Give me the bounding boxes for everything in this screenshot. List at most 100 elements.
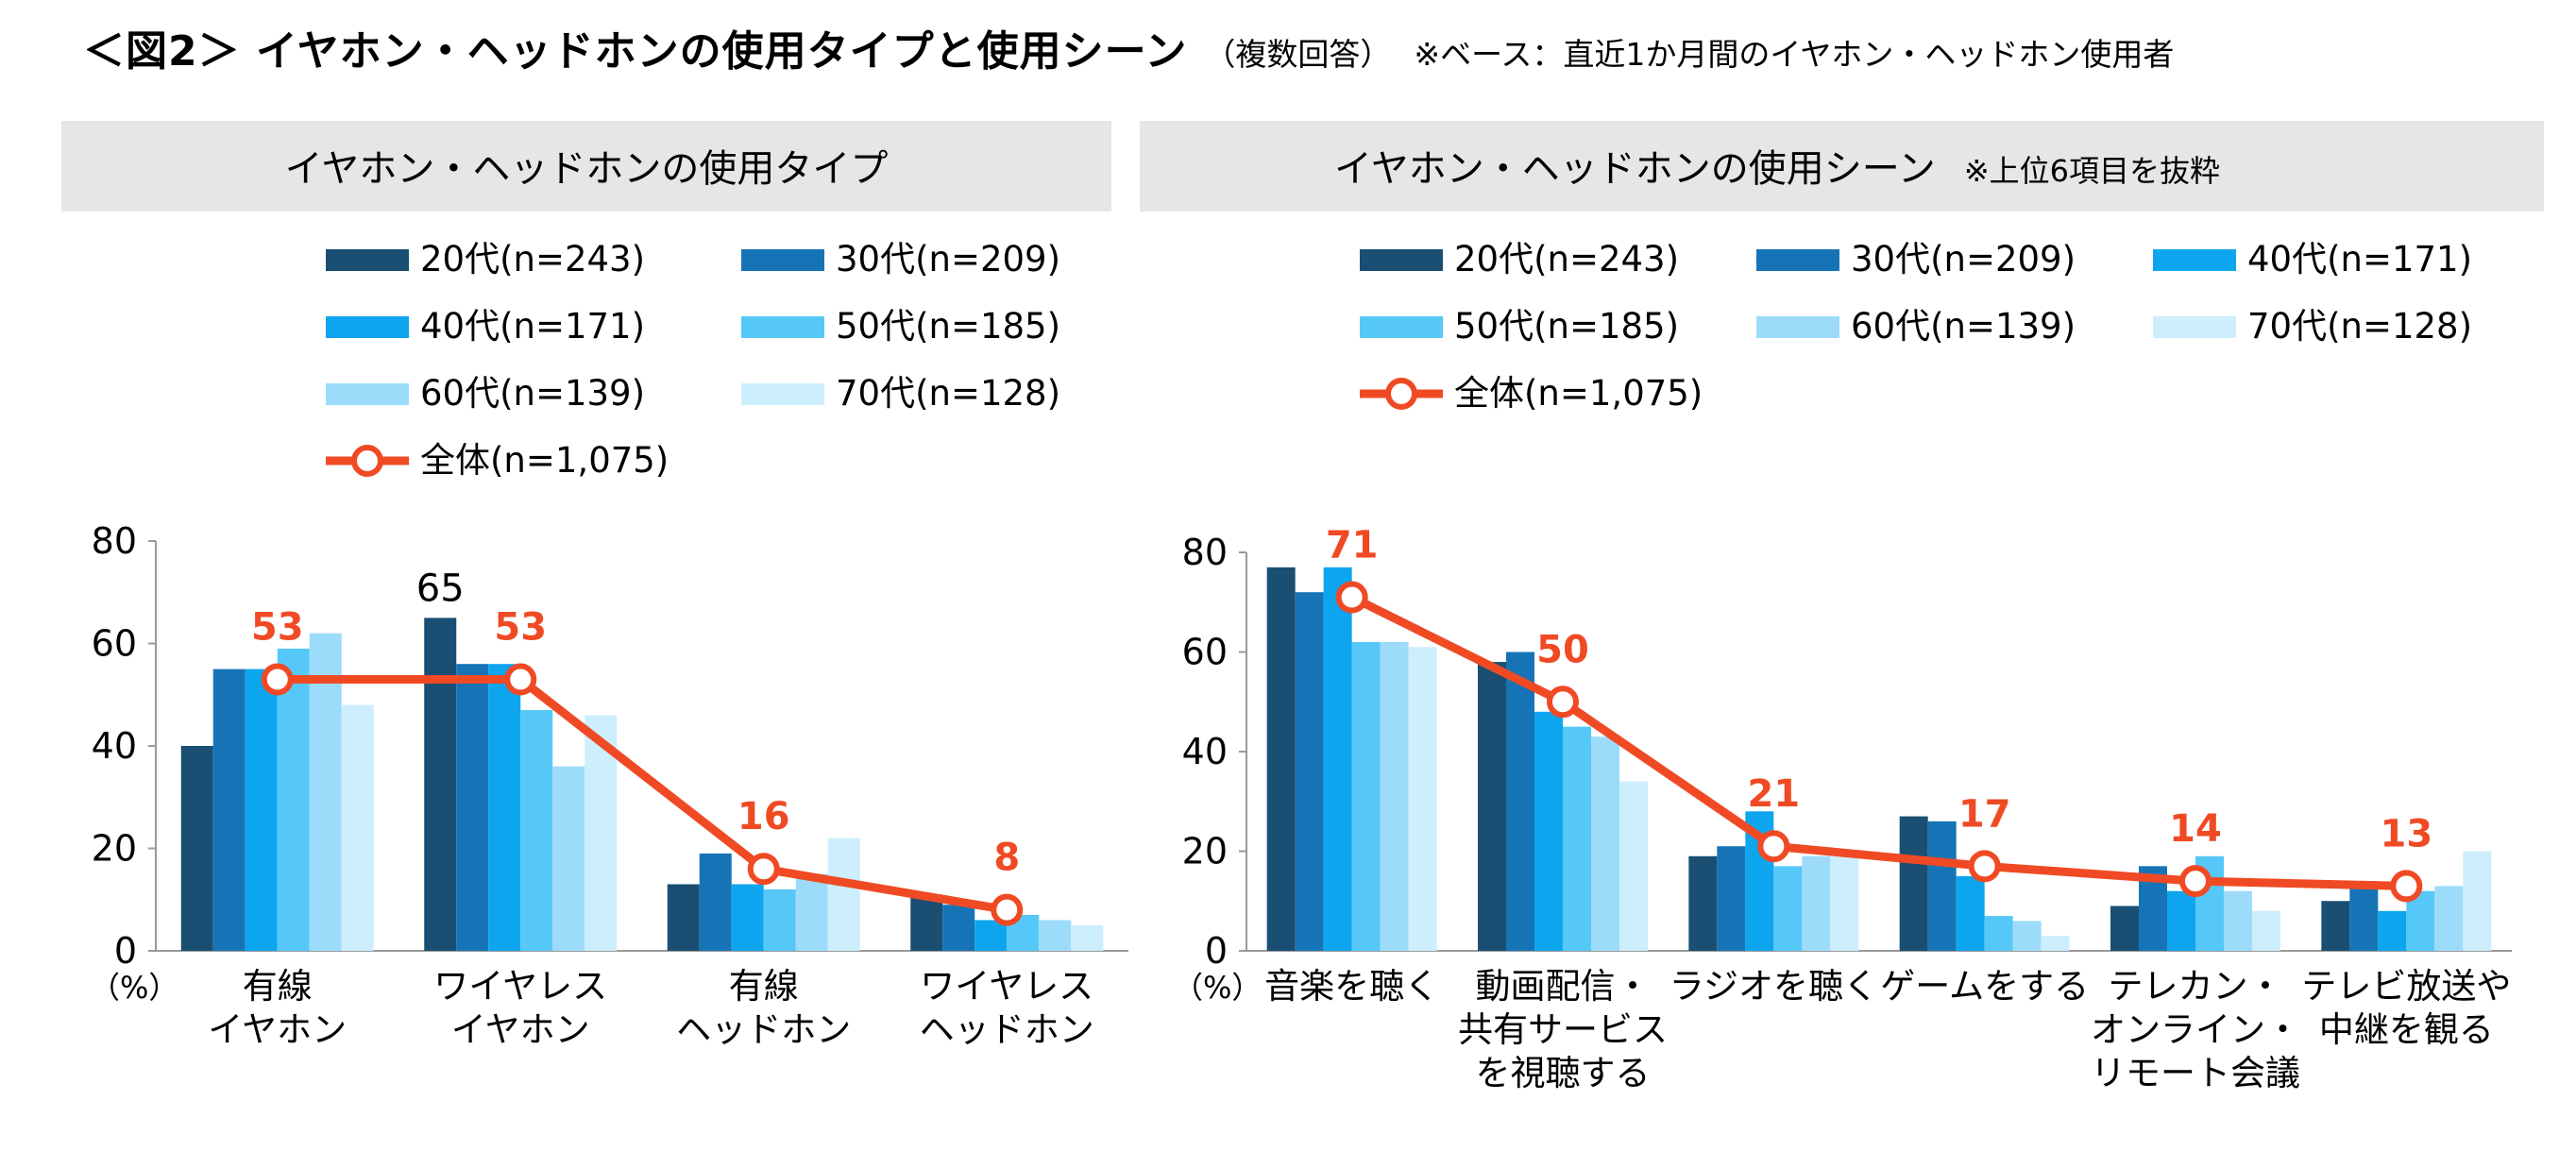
legend-label-6: 70代(n=128) bbox=[2247, 306, 2472, 347]
legend-swatch-5 bbox=[326, 383, 409, 405]
overall-point-2 bbox=[504, 663, 537, 696]
bar-4-series-4 bbox=[1984, 916, 2013, 951]
bar-5-series-6 bbox=[2252, 910, 2280, 951]
bar-6-series-3 bbox=[2378, 910, 2407, 951]
legend-overall-marker bbox=[351, 445, 383, 477]
category-label-line: ラジオを聴く bbox=[1669, 966, 1878, 1007]
bar-3-series-5 bbox=[795, 873, 828, 951]
bar-4-series-2 bbox=[1927, 821, 1957, 951]
legend-label-overall: 全体(n=1,075) bbox=[420, 440, 669, 481]
overall-line bbox=[277, 674, 1008, 915]
bar-1-series-2 bbox=[212, 669, 246, 951]
overall-value-label-2: 50 bbox=[1536, 628, 1589, 671]
overall-point-4 bbox=[1968, 850, 2001, 883]
bar-3-series-2 bbox=[1717, 846, 1746, 951]
legend-label-2: 30代(n=209) bbox=[836, 239, 1060, 279]
bar-6-series-1 bbox=[2321, 901, 2350, 951]
category-label-line: ヘッドホン bbox=[676, 1009, 851, 1050]
legend-swatch-5 bbox=[1756, 316, 1839, 338]
legend-label-5: 60代(n=139) bbox=[420, 373, 645, 414]
legend-label-5: 60代(n=139) bbox=[1851, 306, 2076, 347]
category-label-2: ワイヤレスイヤホン bbox=[433, 966, 607, 1050]
bar-4-series-5 bbox=[2012, 921, 2042, 951]
category-label-line: 共有サービス bbox=[1458, 1009, 1668, 1050]
overall-point-5 bbox=[2179, 865, 2212, 898]
category-label-line: ワイヤレス bbox=[920, 966, 1093, 1007]
legend-label-1: 20代(n=243) bbox=[420, 239, 645, 279]
legend-swatch-6 bbox=[741, 383, 824, 405]
overall-value-label-4: 17 bbox=[1958, 792, 2011, 836]
legend-swatch-6 bbox=[2153, 316, 2236, 338]
category-label-1: 音楽を聴く bbox=[1264, 966, 1439, 1007]
bar-3-series-6 bbox=[1830, 855, 1859, 951]
unit-label: （%） bbox=[1173, 970, 1262, 1006]
overall-value-label-6: 13 bbox=[2380, 812, 2432, 855]
overall-value-label-1: 71 bbox=[1326, 523, 1379, 567]
y-tick-label: 80 bbox=[1182, 532, 1228, 573]
unit-label: （%） bbox=[90, 970, 178, 1006]
category-label-line: を視聴する bbox=[1476, 1053, 1651, 1093]
bar-1-series-1 bbox=[180, 746, 213, 951]
page-title: ＜図2＞ イヤホン・ヘッドホンの使用タイプと使用シーン bbox=[83, 27, 1188, 76]
overall-value-label-3: 16 bbox=[737, 795, 790, 838]
bar-annotation: 65 bbox=[416, 567, 465, 610]
bar-2-series-3 bbox=[1534, 711, 1563, 951]
chart-title: イヤホン・ヘッドホンの使用タイプ bbox=[285, 147, 889, 191]
y-tick-label: 0 bbox=[1205, 930, 1228, 972]
bar-3-series-1 bbox=[667, 884, 700, 951]
category-label-4: ゲームをする bbox=[1880, 966, 2089, 1007]
overall-point-6 bbox=[2390, 870, 2423, 903]
y-tick-label: 40 bbox=[1182, 731, 1228, 772]
legend-swatch-1 bbox=[1360, 249, 1443, 271]
bar-4-series-1 bbox=[910, 894, 943, 951]
page-title-row: ＜図2＞ イヤホン・ヘッドホンの使用タイプと使用シーン （複数回答） ※ベース：… bbox=[83, 17, 2174, 83]
bar-1-series-5 bbox=[1380, 641, 1409, 951]
panel-header-bg bbox=[61, 121, 1111, 212]
category-label-1: 有線イヤホン bbox=[208, 966, 347, 1050]
legend-label-4: 50代(n=185) bbox=[836, 306, 1060, 347]
bar-5-series-1 bbox=[2110, 906, 2139, 951]
bar-1-series-3 bbox=[245, 669, 278, 951]
overall-point-2 bbox=[1547, 686, 1579, 719]
y-tick-label: 20 bbox=[92, 828, 137, 870]
bar-2-series-3 bbox=[488, 664, 521, 951]
legend-swatch-3 bbox=[2153, 249, 2236, 271]
category-label-line: ヘッドホン bbox=[920, 1009, 1094, 1050]
y-tick-label: 80 bbox=[92, 520, 137, 562]
bar-4-series-6 bbox=[1071, 924, 1104, 951]
category-label-5: テレカン・オンライン・リモート会議 bbox=[2091, 966, 2300, 1093]
bar-5-series-5 bbox=[2224, 890, 2252, 951]
chart-subtitle: ※上位6項目を抜粋 bbox=[1964, 153, 2220, 189]
legend-label-2: 30代(n=209) bbox=[1851, 239, 2076, 279]
category-label-3: ラジオを聴く bbox=[1669, 966, 1878, 1007]
bar-1-series-6 bbox=[1408, 647, 1437, 951]
bar-4-series-1 bbox=[1899, 816, 1928, 951]
bar-1-series-4 bbox=[1351, 641, 1381, 951]
bar-4-series-2 bbox=[942, 905, 975, 951]
bar-6-series-5 bbox=[2434, 886, 2464, 951]
legend-swatch-2 bbox=[1756, 249, 1839, 271]
legend-swatch-1 bbox=[326, 249, 409, 271]
category-label-6: テレビ放送や中継を観る bbox=[2301, 966, 2511, 1050]
category-label-line: 動画配信・ bbox=[1476, 966, 1651, 1007]
overall-line bbox=[1349, 593, 2407, 890]
overall-point-3 bbox=[747, 853, 780, 886]
bar-2-series-1 bbox=[1478, 662, 1506, 951]
bar-3-series-3 bbox=[731, 884, 764, 951]
category-label-line: オンライン・ bbox=[2091, 1009, 2300, 1050]
legend-label-4: 50代(n=185) bbox=[1454, 306, 1679, 347]
overall-point-1 bbox=[1335, 581, 1368, 614]
legend-label-1: 20代(n=243) bbox=[1454, 239, 1679, 279]
legend-swatch-2 bbox=[741, 249, 824, 271]
overall-point-1 bbox=[261, 663, 294, 696]
bar-4-series-5 bbox=[1039, 920, 1072, 951]
legend-label-overall: 全体(n=1,075) bbox=[1454, 373, 1703, 414]
category-label-line: 有線 bbox=[729, 966, 799, 1007]
category-label-line: ゲームをする bbox=[1880, 966, 2089, 1007]
bar-2-series-2 bbox=[1506, 652, 1534, 951]
bar-1-series-4 bbox=[277, 648, 310, 951]
chart-title: イヤホン・ヘッドホンの使用シーン ※上位6項目を抜粋 bbox=[1334, 147, 2220, 191]
category-label-2: 動画配信・共有サービスを視聴する bbox=[1458, 966, 1668, 1093]
bar-1-series-6 bbox=[341, 704, 374, 951]
